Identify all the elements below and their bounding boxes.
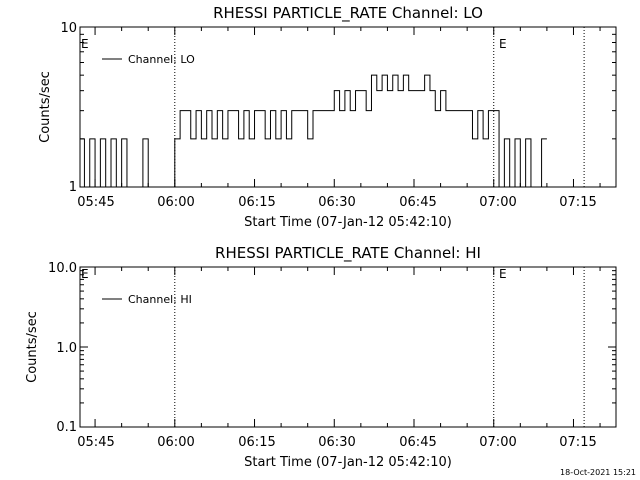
y-tick-label: 1.0: [56, 341, 77, 356]
axis-ticks: [80, 27, 616, 188]
x-tick-label: 05:45: [77, 195, 114, 210]
event-marker-label: E: [499, 37, 507, 51]
x-tick-label: 05:45: [77, 435, 114, 450]
panel-hi: RHESSI PARTICLE_RATE Channel: HI Counts/…: [25, 244, 617, 470]
x-tick-label: 06:15: [238, 195, 275, 210]
chart-title: RHESSI PARTICLE_RATE Channel: HI: [215, 244, 481, 263]
x-tick-label: 07:00: [479, 435, 516, 450]
x-axis-label: Start Time (07-Jan-12 05:42:10): [244, 455, 452, 470]
x-tick-label: 06:45: [399, 435, 436, 450]
panel-lo: RHESSI PARTICLE_RATE Channel: LO Counts/…: [38, 4, 617, 230]
x-tick-label: 06:30: [318, 195, 355, 210]
axis-ticks: [80, 267, 616, 428]
x-tick-label: 06:45: [399, 195, 436, 210]
x-tick-label: 06:15: [238, 435, 275, 450]
x-tick-label: 07:15: [559, 195, 596, 210]
x-tick-label: 06:00: [157, 435, 194, 450]
series-group: [80, 74, 547, 188]
x-tick-label: 06:00: [157, 195, 194, 210]
dotted-time-lines: [174, 27, 585, 187]
series-line: [80, 74, 547, 188]
x-tick-label: 07:15: [559, 435, 596, 450]
y-tick-label: 1: [69, 180, 77, 195]
plot-frame: [79, 26, 617, 188]
y-axis-label: Counts/sec: [38, 71, 53, 143]
chart-title: RHESSI PARTICLE_RATE Channel: LO: [213, 4, 483, 23]
event-marker-label: E: [81, 37, 89, 51]
y-axis-label: Counts/sec: [25, 311, 40, 383]
footer-timestamp: 18-Oct-2021 15:21: [560, 468, 636, 477]
x-axis-label: Start Time (07-Jan-12 05:42:10): [244, 215, 452, 230]
y-tick-label: 0.1: [56, 420, 77, 435]
x-tick-label: 06:30: [318, 435, 355, 450]
legend-label: Channel: LO: [128, 53, 195, 66]
plot-frame: [79, 266, 617, 428]
event-marker-label: E: [499, 267, 507, 281]
x-tick-label: 07:00: [479, 195, 516, 210]
y-tick-label: 10: [60, 21, 77, 36]
event-marker-label: E: [81, 267, 89, 281]
legend-label: Channel: HI: [128, 293, 192, 306]
y-tick-label: 10.0: [48, 261, 77, 276]
dotted-time-lines: [174, 267, 585, 427]
